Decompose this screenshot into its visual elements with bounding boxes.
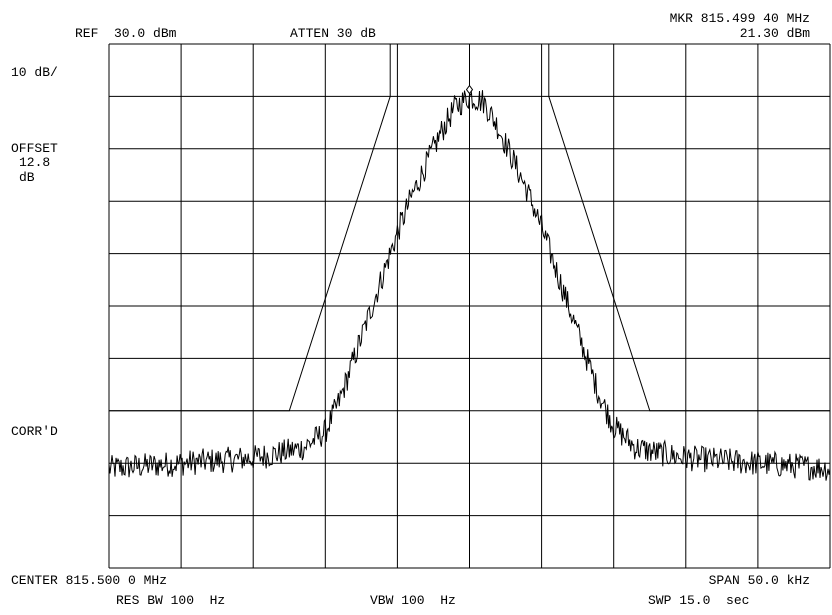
vertical-scale: 10 dB/ [11, 65, 58, 80]
marker-diamond-icon [465, 84, 474, 95]
frequency-span: SPAN 50.0 kHz [708, 573, 810, 588]
reference-level: REF 30.0 dBm [75, 26, 177, 41]
offset-label: OFFSET [11, 141, 58, 156]
offset-value: 12.8 [19, 155, 51, 170]
resolution-bandwidth: RES BW 100 Hz [116, 593, 226, 608]
marker-level: 21.30 dBm [739, 26, 810, 41]
limit-mask-line [109, 43, 830, 412]
attenuation: ATTEN 30 dB [290, 26, 376, 41]
corrected-indicator: CORR'D [11, 424, 58, 439]
video-bandwidth: VBW 100 Hz [370, 593, 456, 608]
sweep-time: SWP 15.0 sec [648, 593, 750, 608]
center-frequency: CENTER 815.500 0 MHz [11, 573, 168, 588]
offset-unit: dB [19, 170, 35, 185]
marker-frequency: MKR 815.499 40 MHz [669, 11, 810, 26]
